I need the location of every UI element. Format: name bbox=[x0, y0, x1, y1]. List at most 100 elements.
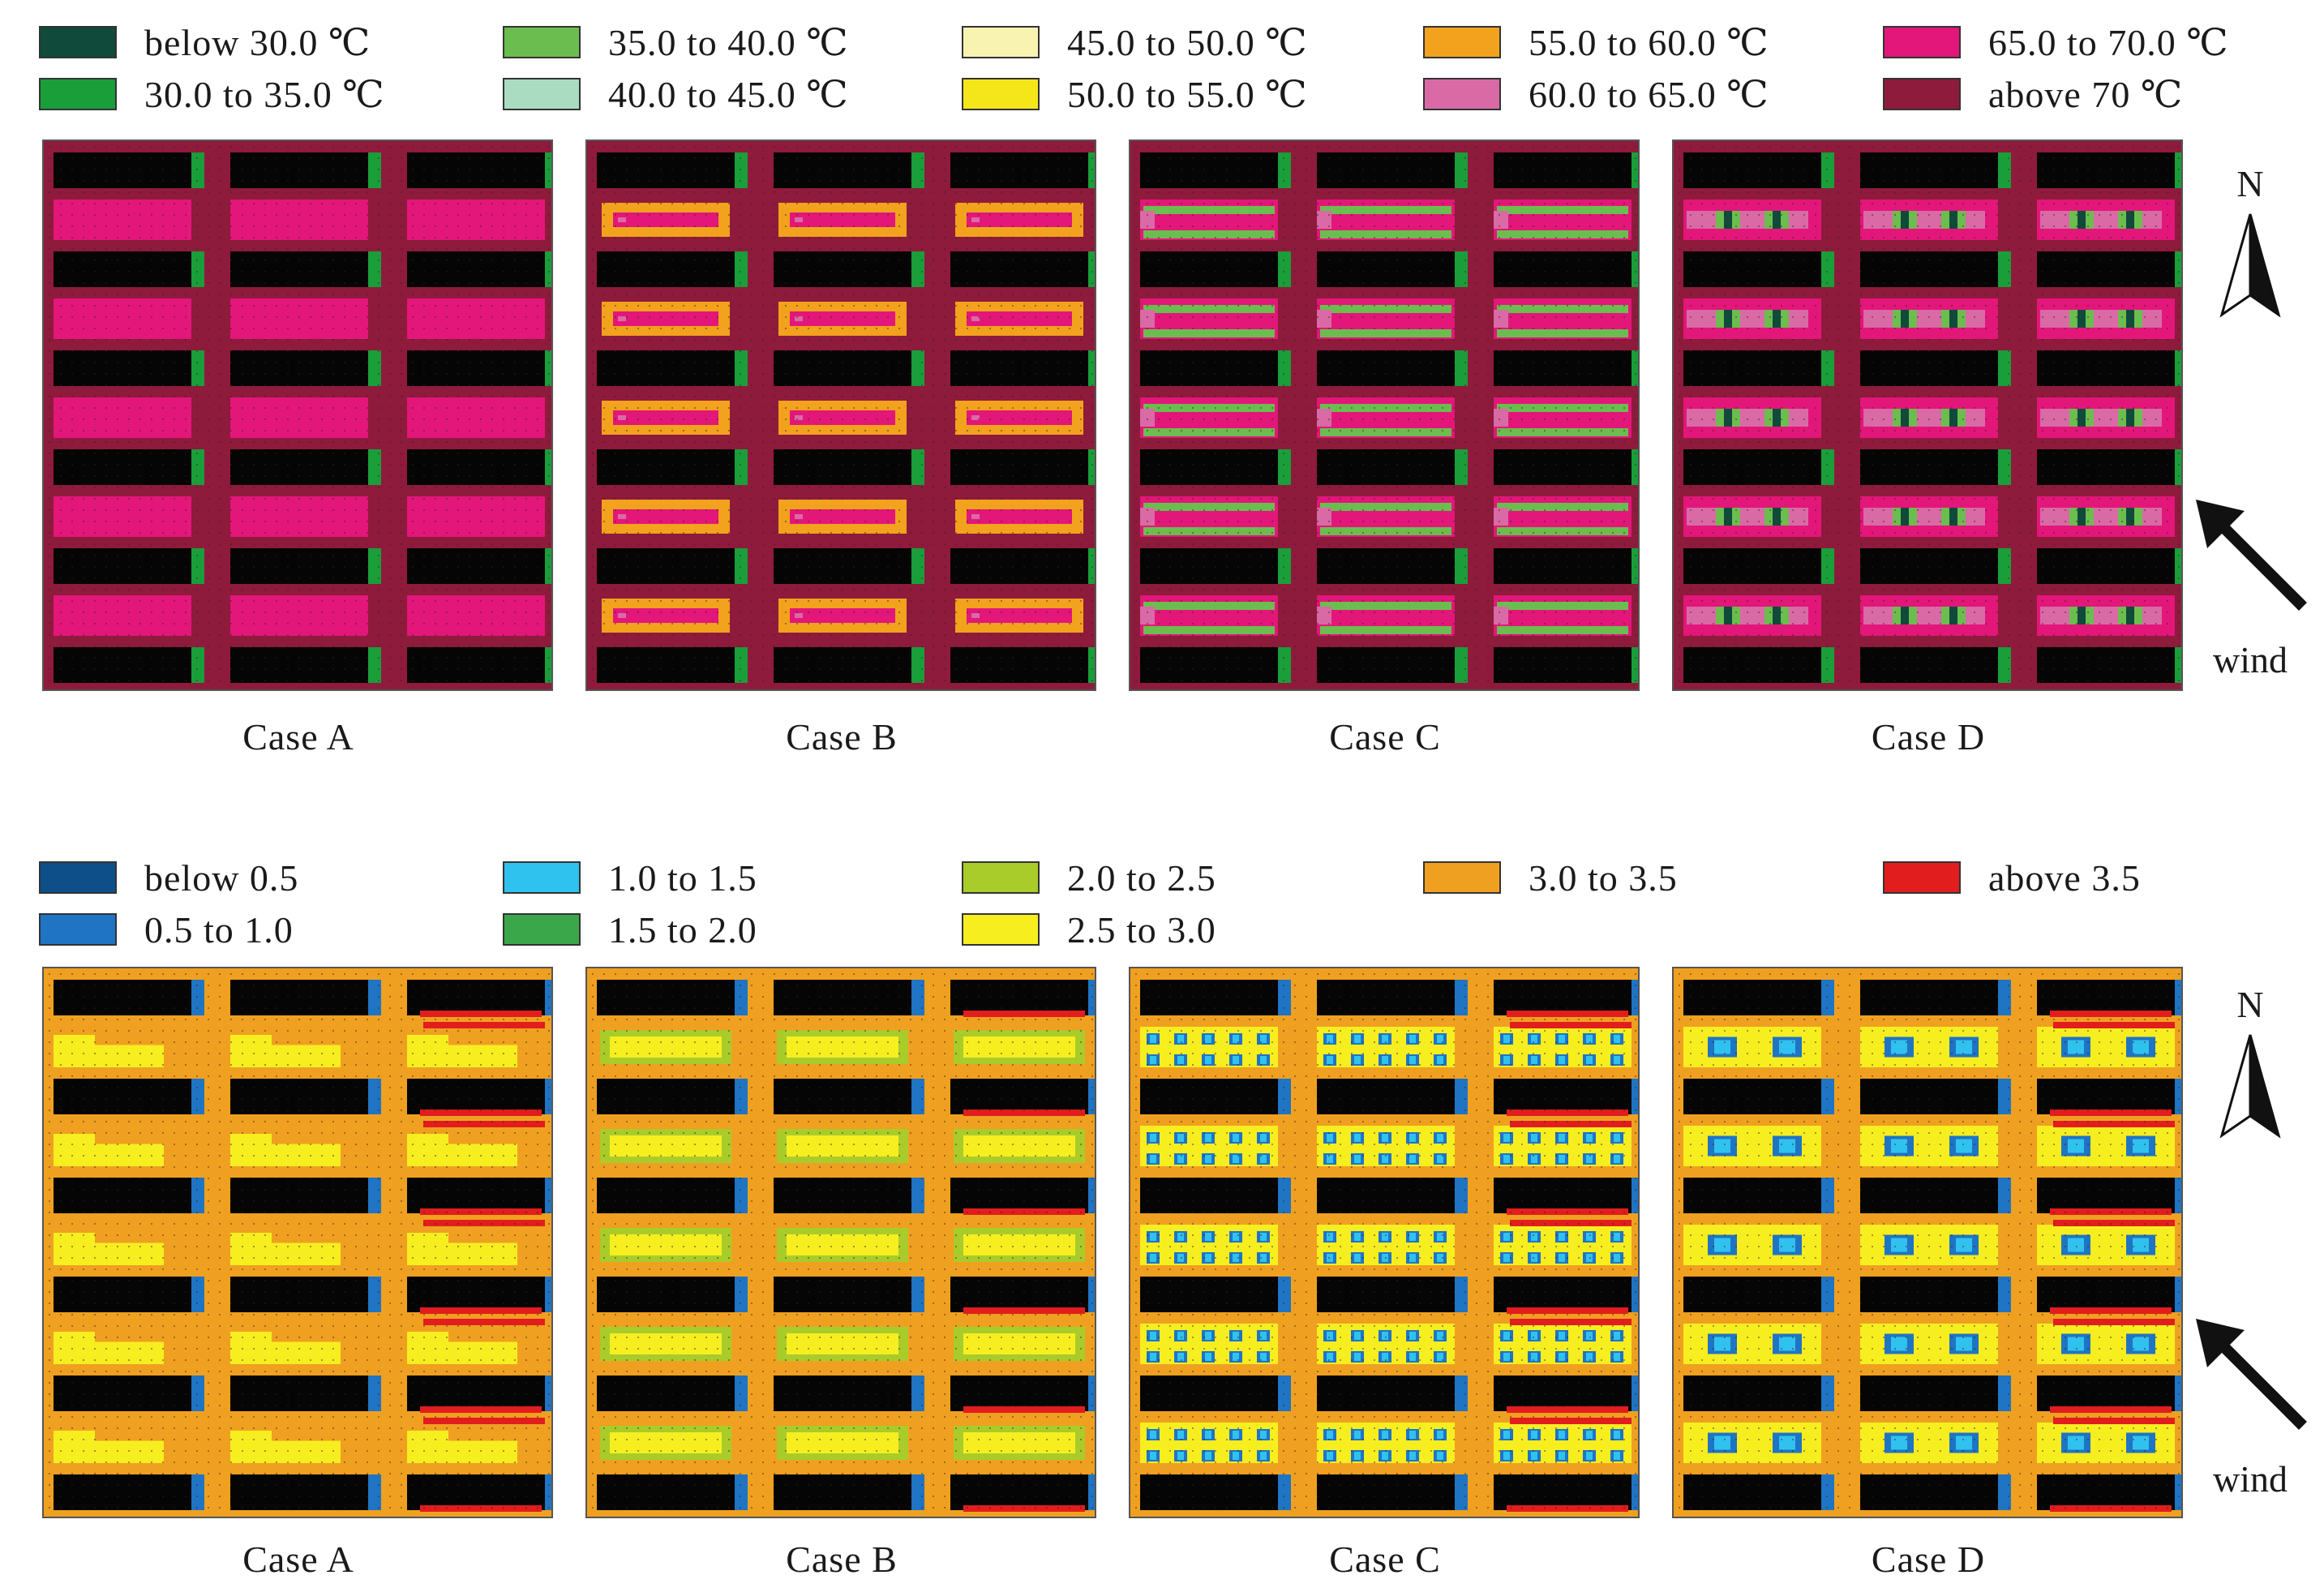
building-edge-strip bbox=[1998, 350, 2011, 386]
tree-cell bbox=[1531, 1452, 1537, 1460]
tree-cell bbox=[1382, 1233, 1388, 1241]
tree-cell bbox=[1503, 1134, 1510, 1142]
building-edge-strip bbox=[1998, 647, 2011, 683]
building-block bbox=[230, 1376, 368, 1411]
building-edge-strip bbox=[1998, 1079, 2011, 1114]
tree-patch bbox=[2068, 1436, 2084, 1450]
building-block bbox=[407, 449, 545, 485]
building-block bbox=[2037, 152, 2175, 188]
building-block bbox=[774, 1474, 911, 1510]
tree-cell bbox=[1614, 1353, 1620, 1361]
building-edge-strip bbox=[1088, 548, 1096, 584]
legend-item: below 0.5 bbox=[39, 855, 298, 900]
tree-patch bbox=[1901, 607, 1909, 624]
tree-cell bbox=[1177, 1056, 1184, 1064]
tree-cell bbox=[1531, 1254, 1537, 1262]
grid-dots bbox=[49, 146, 550, 681]
courtyard-zone bbox=[230, 1045, 341, 1067]
building-block bbox=[774, 1079, 911, 1114]
building-edge-strip bbox=[911, 449, 924, 485]
building-edge-strip bbox=[545, 1376, 553, 1411]
legend-label: 1.0 to 1.5 bbox=[608, 856, 757, 899]
courtyard-zone bbox=[407, 397, 545, 438]
courtyard-zone bbox=[230, 1243, 341, 1265]
courtyard-zone bbox=[963, 1036, 1075, 1058]
building-edge-strip bbox=[545, 449, 553, 485]
high-wind-strip bbox=[963, 1406, 1085, 1413]
courtyard-zone bbox=[230, 1134, 272, 1146]
building-edge-strip bbox=[1088, 350, 1096, 386]
tree-cell bbox=[1354, 1155, 1361, 1163]
building-edge-strip bbox=[911, 152, 924, 188]
legend-label: 65.0 to 70.0 ℃ bbox=[1988, 22, 2229, 63]
building-edge-strip bbox=[1278, 1178, 1291, 1213]
tree-cell bbox=[1327, 1254, 1333, 1262]
building-edge-strip bbox=[911, 1079, 924, 1114]
building-block bbox=[2037, 647, 2175, 683]
tree-cell bbox=[1586, 1431, 1593, 1439]
building-edge-strip bbox=[911, 350, 924, 386]
tree-cell bbox=[1327, 1056, 1333, 1064]
tree-cell bbox=[1586, 1353, 1593, 1361]
tree-cell bbox=[1354, 1431, 1361, 1439]
tree-cell bbox=[1354, 1056, 1361, 1064]
building-block bbox=[597, 980, 735, 1015]
tree-patch bbox=[1949, 607, 1957, 624]
map-frame bbox=[585, 967, 1096, 1518]
building-block bbox=[950, 449, 1088, 485]
legend-swatch bbox=[1423, 78, 1501, 110]
legend-item: 1.5 to 2.0 bbox=[503, 907, 757, 952]
tree-patch bbox=[1714, 1040, 1730, 1054]
tree-cell bbox=[1531, 1332, 1537, 1340]
north-label: N bbox=[2236, 163, 2264, 204]
temperature-legend: below 30.0 ℃ 30.0 to 35.0 ℃ 35.0 to 40.0 ℃… bbox=[0, 0, 2324, 211]
tree-patch bbox=[1901, 310, 1909, 328]
high-wind-strip bbox=[423, 1121, 545, 1127]
tree-strip bbox=[1497, 230, 1628, 238]
map-grid bbox=[1672, 967, 2183, 1518]
building-block bbox=[1140, 350, 1278, 386]
courtyard-zone bbox=[790, 509, 895, 524]
tree-cell bbox=[1150, 1353, 1156, 1361]
building-edge-strip bbox=[545, 1079, 553, 1114]
building-edge-strip bbox=[1632, 1079, 1640, 1114]
legend-swatch bbox=[1423, 26, 1501, 58]
building-edge-strip bbox=[1821, 548, 1834, 584]
building-edge-strip bbox=[1278, 1376, 1291, 1411]
tree-cell bbox=[1382, 1353, 1388, 1361]
building-edge-strip bbox=[1088, 1277, 1096, 1312]
building-block bbox=[1317, 449, 1455, 485]
tree-cell bbox=[1614, 1233, 1620, 1241]
building-edge-strip bbox=[191, 1079, 204, 1114]
temperature-case-b-label: Case B bbox=[786, 716, 898, 758]
high-wind-strip bbox=[2050, 1406, 2172, 1413]
temperature-map-case-c bbox=[1129, 139, 1640, 691]
courtyard-zone bbox=[1494, 409, 1508, 427]
building-edge-strip bbox=[1632, 647, 1640, 683]
temperature-case-d-label: Case D bbox=[1871, 716, 1986, 758]
tree-patch bbox=[2077, 607, 2086, 624]
tree-cell bbox=[1614, 1056, 1620, 1064]
tree-patch bbox=[2077, 409, 2086, 427]
building-block bbox=[774, 647, 911, 683]
tree-patch bbox=[1956, 1238, 1972, 1252]
building-edge-strip bbox=[2175, 152, 2183, 188]
tree-cell bbox=[1150, 1155, 1156, 1163]
courtyard-zone bbox=[795, 217, 803, 222]
courtyard-zone bbox=[610, 1234, 722, 1255]
courtyard-zone bbox=[54, 1045, 164, 1067]
courtyard-zone bbox=[407, 1440, 517, 1463]
courtyard-zone bbox=[2040, 409, 2162, 427]
building-edge-strip bbox=[911, 251, 924, 287]
tree-patch bbox=[2133, 1238, 2149, 1252]
building-block bbox=[1860, 980, 1998, 1015]
tree-cell bbox=[1614, 1134, 1620, 1142]
tree-cell bbox=[1437, 1254, 1443, 1262]
building-edge-strip bbox=[2175, 449, 2183, 485]
wind-label: wind bbox=[2213, 1458, 2288, 1500]
building-edge-strip bbox=[1455, 1474, 1468, 1510]
legend-swatch bbox=[962, 78, 1040, 110]
building-block bbox=[1860, 1277, 1998, 1312]
courtyard-zone bbox=[54, 496, 191, 537]
legend-item: 2.5 to 3.0 bbox=[962, 907, 1216, 952]
